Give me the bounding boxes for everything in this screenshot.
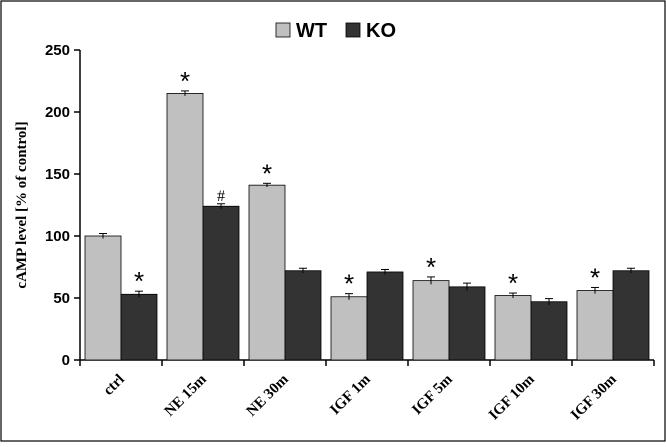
- y-tick-label: 100: [45, 228, 70, 245]
- legend: WT KO: [275, 20, 396, 42]
- legend-swatch-wt: [275, 22, 291, 38]
- significance-marker: *: [590, 262, 600, 292]
- significance-marker: *: [426, 252, 436, 282]
- y-tick-label: 0: [62, 352, 70, 369]
- bar-wt: [166, 93, 204, 361]
- bar-ko: [120, 293, 158, 361]
- significance-marker: *: [180, 66, 190, 96]
- y-axis-title: cAMP level [% of control]: [14, 121, 30, 288]
- bar-wt: [330, 296, 368, 361]
- legend-swatch-ko: [345, 22, 361, 38]
- bar-ko: [530, 301, 568, 361]
- y-tick-label: 250: [45, 42, 70, 59]
- significance-marker: *: [262, 158, 272, 188]
- y-tick-label: 50: [53, 290, 70, 307]
- bar-ko: [448, 286, 486, 361]
- significance-marker: *: [344, 269, 354, 299]
- bar-ko: [202, 205, 240, 361]
- bar-wt: [248, 184, 286, 361]
- bar-ko: [284, 270, 322, 361]
- significance-marker: *: [508, 268, 518, 298]
- significance-marker: #: [217, 188, 225, 205]
- legend-label-wt: WT: [296, 20, 327, 42]
- bar-wt: [412, 280, 450, 361]
- y-tick-label: 200: [45, 104, 70, 121]
- bar-ko: [612, 270, 650, 361]
- bar-ko: [366, 271, 404, 361]
- significance-marker: *: [134, 266, 144, 296]
- legend-label-ko: KO: [366, 20, 396, 42]
- bar-wt: [576, 290, 614, 361]
- bar-wt: [494, 295, 532, 361]
- y-tick-label: 150: [45, 166, 70, 183]
- bar-wt: [84, 235, 122, 361]
